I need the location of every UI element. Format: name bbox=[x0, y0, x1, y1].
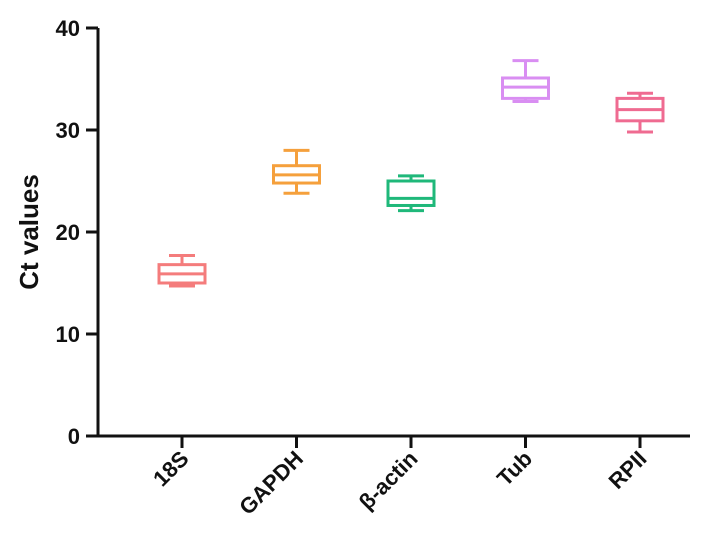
x-tick-label: 18S bbox=[148, 446, 193, 491]
x-tick-label: Tub bbox=[492, 446, 537, 491]
box-5 bbox=[615, 91, 665, 134]
y-tick-label: 40 bbox=[56, 16, 80, 41]
y-tick-label: 0 bbox=[68, 424, 80, 449]
x-tick-label: β-actin bbox=[354, 446, 423, 515]
iqr-box bbox=[386, 179, 436, 207]
x-axis: 18S GAPDH β-actin Tub RPII bbox=[98, 434, 690, 520]
box-4 bbox=[501, 59, 550, 103]
x-tick-label: RPII bbox=[604, 446, 652, 494]
box-3 bbox=[386, 174, 436, 213]
y-tick-label: 20 bbox=[56, 220, 80, 245]
y-tick-label: 30 bbox=[56, 118, 80, 143]
box-series bbox=[157, 59, 665, 288]
box-2 bbox=[272, 148, 321, 195]
y-tick-label: 10 bbox=[56, 322, 80, 347]
y-axis-title: Ct values bbox=[14, 174, 44, 290]
y-axis: 0 10 20 30 40 bbox=[56, 16, 100, 449]
x-tick-label: GAPDH bbox=[234, 446, 308, 520]
box-1 bbox=[157, 253, 207, 288]
